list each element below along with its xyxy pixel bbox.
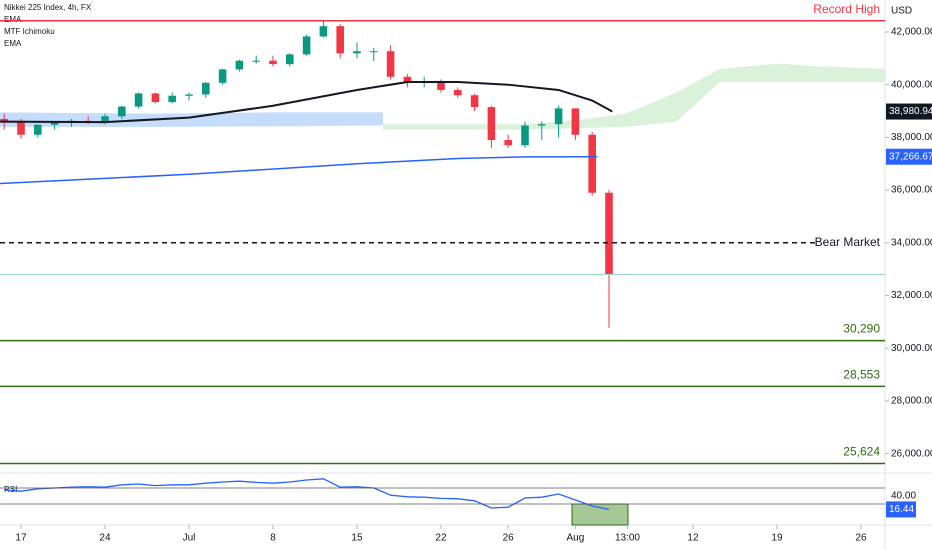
level-label: 28,553	[843, 368, 880, 382]
x-tick-label: 17	[15, 533, 27, 544]
x-tick-label: 15	[351, 533, 363, 544]
x-tick-label: 8	[270, 533, 276, 544]
ema-line	[0, 81, 613, 124]
candle-body	[504, 140, 512, 146]
x-tick-label: 12	[687, 533, 699, 544]
price-badge	[886, 148, 932, 165]
x-tick-label: Aug	[566, 533, 584, 544]
y-tick-label: 28,000.00	[891, 396, 932, 407]
y-tick-label: 36,000.00	[891, 185, 932, 196]
candle-body	[0, 118, 8, 122]
candle-body	[151, 93, 160, 103]
candle-body	[386, 51, 395, 77]
y-tick-label: 38,000.00	[891, 132, 932, 143]
candle-body	[437, 82, 445, 90]
price-badge	[886, 103, 932, 120]
candle-body	[235, 60, 244, 70]
candle-body	[17, 121, 25, 135]
candle-body	[101, 116, 109, 122]
candle-body	[202, 82, 210, 95]
price-badge-label: 37,266.67	[889, 151, 932, 162]
y-tick-label: 42,000.00	[891, 27, 932, 38]
rsi-badge-label: 16.44	[889, 504, 914, 515]
rsi-line	[4, 478, 610, 511]
candle-body	[588, 134, 596, 193]
candle-body	[218, 69, 227, 83]
level-label: Record High	[813, 2, 880, 16]
level-label: Bear Market	[815, 235, 881, 249]
chart-title: Nikkei 225 Index, 4h, FX	[4, 3, 92, 12]
candle-body	[168, 95, 176, 103]
level-label: 25,624	[843, 445, 880, 459]
currency-label: USD	[891, 6, 912, 17]
x-tick-label: 26	[503, 533, 515, 544]
candle-body	[118, 106, 126, 117]
x-tick-label: Jul	[183, 533, 196, 544]
y-tick-label: 34,000.00	[891, 237, 932, 248]
candle-body	[487, 107, 496, 141]
x-tick-label: 19	[771, 533, 783, 544]
candle-body	[370, 51, 378, 53]
ema-line	[0, 155, 598, 185]
candle-body	[185, 94, 193, 96]
candle-body	[403, 76, 412, 83]
x-tick-label: 24	[99, 533, 111, 544]
indicator-label: EMA	[4, 15, 22, 24]
candle-body	[134, 93, 143, 107]
y-tick-label: 30,000.00	[891, 343, 932, 354]
x-tick-label: 26	[855, 533, 867, 544]
candle-body	[521, 125, 529, 146]
rsi-label: RSI	[4, 485, 17, 494]
y-tick-label: 26,000.00	[891, 448, 932, 459]
x-tick-label: 13:00	[615, 533, 640, 544]
x-tick-label: 22	[435, 533, 447, 544]
candle-body	[538, 124, 546, 126]
level-label: 30,290	[843, 322, 880, 336]
price-badge-label: 38,980.94	[889, 106, 932, 117]
rsi-pane	[4, 478, 610, 511]
ichimoku-cloud	[0, 112, 384, 127]
candle-body	[252, 60, 260, 62]
indicator-label: EMA	[4, 39, 22, 48]
candle-body	[50, 122, 59, 125]
candle-body	[286, 54, 294, 65]
candle-body	[34, 124, 42, 135]
candle-body	[269, 60, 277, 65]
ichimoku-cloud	[383, 63, 885, 130]
candle-body	[454, 89, 462, 96]
candle-body	[554, 108, 563, 125]
candle-body	[319, 26, 328, 37]
candle-body	[470, 95, 479, 108]
candle-body	[302, 36, 311, 55]
candle-body	[353, 51, 361, 54]
rsi-tick-label: 40.00	[891, 491, 916, 502]
candle-body	[571, 108, 580, 135]
y-tick-label: 32,000.00	[891, 290, 932, 301]
rsi-badge	[886, 501, 916, 518]
candle-body	[336, 26, 344, 54]
price-pane	[0, 21, 885, 328]
indicator-label: MTF Ichimoku	[4, 27, 55, 36]
y-tick-label: 40,000.00	[891, 79, 932, 90]
candle-body	[605, 192, 613, 275]
